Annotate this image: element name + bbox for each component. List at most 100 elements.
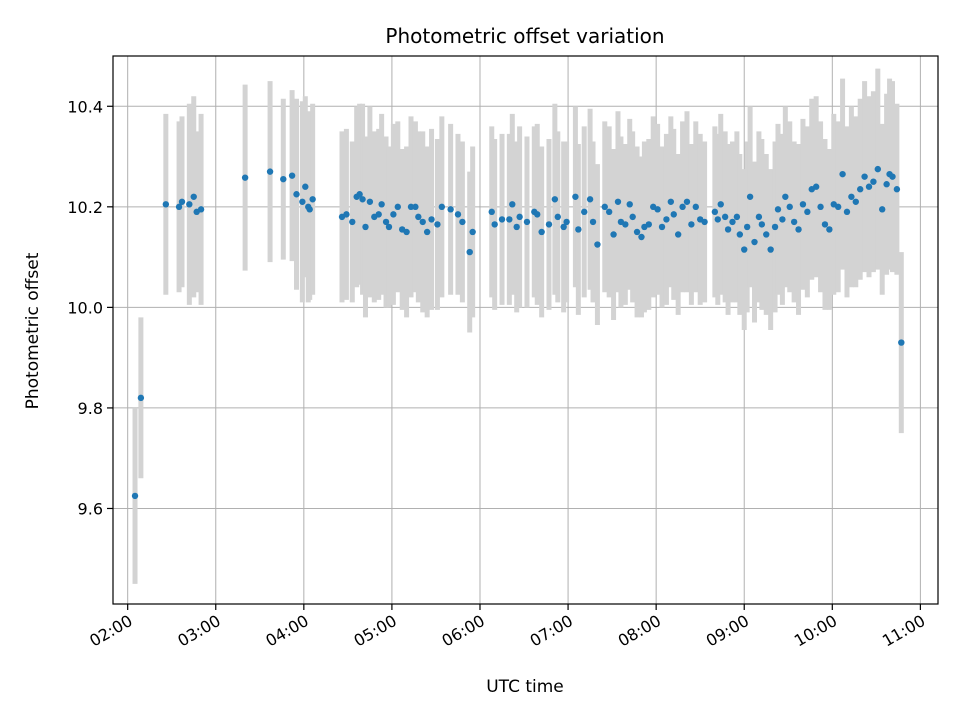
- data-point: [767, 246, 774, 253]
- data-point: [717, 201, 724, 208]
- data-point: [688, 221, 695, 228]
- data-point: [428, 216, 435, 223]
- data-point: [782, 193, 789, 200]
- data-point: [382, 218, 390, 226]
- data-point: [538, 228, 545, 236]
- data-point: [741, 246, 748, 253]
- data-point: [795, 226, 802, 233]
- x-tick-label: 03:00: [174, 611, 223, 651]
- data-point: [605, 208, 613, 216]
- data-point: [839, 170, 846, 178]
- data-point: [178, 198, 186, 205]
- data-point: [893, 186, 901, 193]
- data-point: [751, 238, 758, 246]
- data-point: [545, 221, 553, 228]
- chart-title: Photometric offset variation: [385, 24, 664, 48]
- data-point: [594, 241, 601, 248]
- data-point: [821, 221, 829, 228]
- x-tick-label: 07:00: [527, 611, 576, 651]
- data-point: [865, 183, 873, 190]
- data-point: [856, 186, 864, 193]
- y-tick-label: 10.0: [67, 298, 103, 317]
- data-point: [299, 198, 306, 205]
- data-point: [175, 203, 183, 211]
- data-point: [654, 206, 661, 213]
- data-point: [190, 193, 197, 200]
- x-tick-label: 05:00: [350, 611, 399, 651]
- data-point: [359, 196, 366, 203]
- y-tick-label: 9.6: [78, 499, 103, 518]
- y-axis-ticks: 9.6 9.8 10.0 10.2 10.4: [67, 97, 113, 518]
- data-point: [581, 208, 588, 216]
- data-point: [241, 174, 249, 181]
- data-point: [733, 213, 741, 221]
- data-point: [779, 216, 786, 223]
- plot-frame: [112, 55, 939, 605]
- data-point: [309, 196, 316, 203]
- data-point: [293, 191, 300, 198]
- data-point: [137, 394, 145, 402]
- data-point: [786, 203, 793, 211]
- data-point: [674, 231, 682, 238]
- data-point: [375, 211, 382, 218]
- data-point: [826, 226, 833, 233]
- data-point: [622, 221, 629, 228]
- x-tick-label: 04:00: [262, 611, 311, 651]
- data-point: [721, 213, 729, 221]
- y-tick-label: 10.2: [67, 198, 103, 217]
- data-point: [423, 228, 431, 236]
- data-point: [513, 223, 520, 231]
- data-point: [610, 231, 617, 238]
- data-point: [447, 206, 454, 213]
- x-tick-label: 08:00: [615, 611, 664, 651]
- data-point: [667, 198, 675, 205]
- y-tick-label: 9.8: [78, 399, 103, 418]
- data-point: [162, 201, 170, 208]
- data-point: [692, 203, 699, 211]
- data-point: [385, 223, 393, 231]
- data-point: [491, 221, 498, 228]
- data-point: [746, 193, 754, 200]
- x-axis-ticks: 02:00 03:00 04:00 05:00 06:00 07:00 08:00 09:00…: [86, 604, 928, 651]
- data-point: [498, 216, 506, 223]
- data-point: [459, 218, 466, 226]
- x-tick-label: 10:00: [791, 611, 840, 651]
- data-point: [861, 173, 868, 180]
- data-point: [804, 208, 811, 216]
- data-point: [280, 175, 287, 183]
- x-tick-label: 06:00: [439, 611, 488, 651]
- data-point: [629, 213, 636, 221]
- data-point: [683, 198, 691, 205]
- data-point: [343, 211, 350, 218]
- data-point: [889, 173, 896, 180]
- data-point: [266, 168, 274, 175]
- data-point: [614, 198, 622, 205]
- y-axis-label: Photometric offset: [23, 252, 43, 409]
- data-point: [670, 211, 677, 218]
- data-point: [560, 223, 567, 231]
- data-point: [834, 203, 842, 211]
- data-point: [554, 213, 561, 221]
- data-point: [551, 196, 559, 203]
- data-point: [394, 203, 401, 211]
- data-point: [755, 213, 763, 221]
- data-point: [701, 218, 708, 226]
- data-point: [729, 218, 736, 226]
- data-point: [349, 218, 356, 226]
- data-point: [645, 221, 653, 228]
- data-point: [419, 218, 426, 226]
- data-point: [288, 172, 296, 179]
- data-point: [679, 203, 686, 211]
- x-tick-label: 09:00: [703, 611, 752, 651]
- data-point: [848, 193, 855, 200]
- x-tick-label: 02:00: [86, 611, 135, 651]
- data-point: [812, 183, 820, 190]
- data-point: [509, 201, 516, 208]
- data-point: [763, 231, 770, 238]
- data-point: [870, 178, 877, 185]
- data-point: [852, 198, 859, 205]
- x-tick-label: 11:00: [879, 611, 928, 651]
- data-points: [131, 165, 905, 500]
- data-point: [362, 223, 369, 231]
